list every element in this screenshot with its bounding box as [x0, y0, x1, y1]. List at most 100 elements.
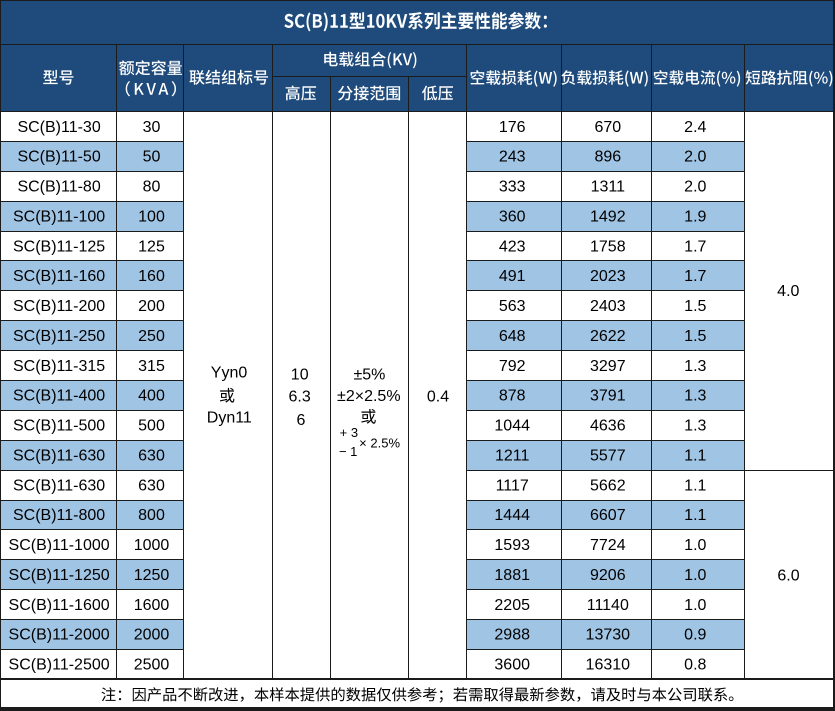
svg-text:13730: 13730 — [586, 627, 631, 644]
svg-text:2622: 2622 — [590, 328, 626, 345]
svg-text:1.9: 1.9 — [684, 208, 706, 225]
svg-text:− 1: − 1 — [339, 444, 357, 459]
svg-text:80: 80 — [143, 179, 161, 196]
svg-text:6.3: 6.3 — [288, 388, 310, 405]
svg-text:3600: 3600 — [494, 657, 530, 674]
svg-text:1.1: 1.1 — [684, 507, 706, 524]
svg-text:× 2.5%: × 2.5% — [359, 435, 400, 450]
svg-text:4.0: 4.0 — [777, 283, 799, 300]
svg-text:1.0: 1.0 — [684, 537, 706, 554]
svg-text:±2×2.5%: ±2×2.5% — [337, 388, 401, 405]
svg-text:SC(B)11-1000: SC(B)11-1000 — [9, 537, 110, 554]
svg-text:250: 250 — [138, 328, 165, 345]
svg-text:1.3: 1.3 — [684, 388, 706, 405]
svg-text:1492: 1492 — [590, 208, 626, 225]
svg-text:792: 792 — [499, 358, 526, 375]
svg-text:670: 670 — [594, 119, 621, 136]
svg-text:SC(B)11-400: SC(B)11-400 — [13, 388, 105, 405]
svg-text:SC(B)11-2000: SC(B)11-2000 — [9, 627, 110, 644]
svg-text:243: 243 — [499, 149, 526, 166]
svg-text:125: 125 — [138, 238, 165, 255]
svg-text:Dyn11: Dyn11 — [207, 409, 252, 426]
svg-text:16310: 16310 — [586, 657, 631, 674]
svg-text:1000: 1000 — [134, 537, 170, 554]
svg-text:100: 100 — [138, 208, 165, 225]
svg-text:±5%: ±5% — [353, 367, 385, 384]
svg-text:SC(B)11-100: SC(B)11-100 — [13, 208, 105, 225]
svg-text:896: 896 — [594, 149, 621, 166]
svg-text:SC(B)11-315: SC(B)11-315 — [13, 358, 105, 375]
svg-text:2.0: 2.0 — [684, 149, 706, 166]
svg-text:30: 30 — [143, 119, 161, 136]
svg-text:SC(B)11-500: SC(B)11-500 — [13, 418, 105, 435]
svg-text:0.8: 0.8 — [684, 657, 706, 674]
svg-text:SC(B)11-125: SC(B)11-125 — [13, 238, 105, 255]
svg-text:SC(B)11-200: SC(B)11-200 — [13, 298, 105, 315]
svg-text:1.7: 1.7 — [684, 238, 706, 255]
svg-text:1.1: 1.1 — [684, 477, 706, 494]
svg-text:2403: 2403 — [590, 298, 626, 315]
svg-text:563: 563 — [499, 298, 526, 315]
svg-text:6: 6 — [297, 412, 306, 429]
svg-text:1758: 1758 — [590, 238, 626, 255]
svg-text:2.0: 2.0 — [684, 179, 706, 196]
svg-text:423: 423 — [499, 238, 526, 255]
svg-text:2000: 2000 — [134, 627, 170, 644]
svg-text:50: 50 — [143, 149, 161, 166]
svg-text:800: 800 — [138, 507, 165, 524]
svg-text:1600: 1600 — [134, 597, 170, 614]
svg-text:4636: 4636 — [590, 418, 626, 435]
svg-text:491: 491 — [499, 268, 526, 285]
svg-text:SC(B)11-630: SC(B)11-630 — [13, 448, 105, 465]
svg-text:1444: 1444 — [494, 507, 530, 524]
svg-text:9206: 9206 — [590, 567, 626, 584]
svg-text:5662: 5662 — [590, 477, 626, 494]
svg-text:2205: 2205 — [494, 597, 530, 614]
svg-text:500: 500 — [138, 418, 165, 435]
svg-text:7724: 7724 — [590, 537, 626, 554]
svg-text:2023: 2023 — [590, 268, 626, 285]
svg-text:1.0: 1.0 — [684, 597, 706, 614]
svg-text:1117: 1117 — [496, 477, 529, 494]
svg-text:3297: 3297 — [590, 358, 626, 375]
svg-text:360: 360 — [499, 208, 526, 225]
svg-text:+ 3: + 3 — [340, 425, 358, 440]
svg-text:SC(B)11-160: SC(B)11-160 — [13, 268, 105, 285]
svg-text:160: 160 — [138, 268, 165, 285]
svg-text:6607: 6607 — [590, 507, 626, 524]
svg-text:1.0: 1.0 — [684, 567, 706, 584]
svg-text:SC(B)11-800: SC(B)11-800 — [13, 507, 105, 524]
svg-text:1211: 1211 — [495, 448, 530, 465]
svg-text:878: 878 — [499, 388, 526, 405]
svg-text:1250: 1250 — [134, 567, 170, 584]
svg-text:SC(B)11-630: SC(B)11-630 — [13, 477, 105, 494]
svg-text:1.5: 1.5 — [684, 298, 706, 315]
svg-text:10: 10 — [291, 366, 309, 383]
svg-text:630: 630 — [138, 477, 165, 494]
svg-text:2988: 2988 — [494, 627, 530, 644]
svg-text:SC(B)11-80: SC(B)11-80 — [17, 179, 100, 196]
svg-text:SC(B)11-30: SC(B)11-30 — [17, 119, 100, 136]
svg-text:400: 400 — [138, 388, 165, 405]
svg-text:1881: 1881 — [494, 567, 530, 584]
svg-text:1.7: 1.7 — [684, 268, 706, 285]
svg-text:315: 315 — [138, 358, 165, 375]
svg-text:SC(B)11-50: SC(B)11-50 — [17, 149, 100, 166]
svg-text:333: 333 — [499, 179, 526, 196]
svg-text:11140: 11140 — [587, 597, 629, 614]
svg-text:0.9: 0.9 — [684, 627, 706, 644]
svg-text:1.1: 1.1 — [684, 448, 706, 465]
svg-text:3791: 3791 — [590, 388, 626, 405]
svg-text:176: 176 — [499, 119, 526, 136]
svg-text:1.3: 1.3 — [684, 358, 706, 375]
svg-text:1044: 1044 — [494, 418, 530, 435]
svg-text:SC(B)11-1250: SC(B)11-1250 — [9, 567, 110, 584]
svg-text:SC(B)11-2500: SC(B)11-2500 — [9, 657, 110, 674]
svg-text:200: 200 — [138, 298, 165, 315]
svg-text:0.4: 0.4 — [427, 388, 449, 405]
svg-text:SC(B)11-250: SC(B)11-250 — [13, 328, 105, 345]
svg-text:2500: 2500 — [134, 657, 170, 674]
svg-text:1593: 1593 — [494, 537, 530, 554]
svg-text:SC(B)11-1600: SC(B)11-1600 — [9, 597, 110, 614]
svg-text:5577: 5577 — [590, 448, 626, 465]
